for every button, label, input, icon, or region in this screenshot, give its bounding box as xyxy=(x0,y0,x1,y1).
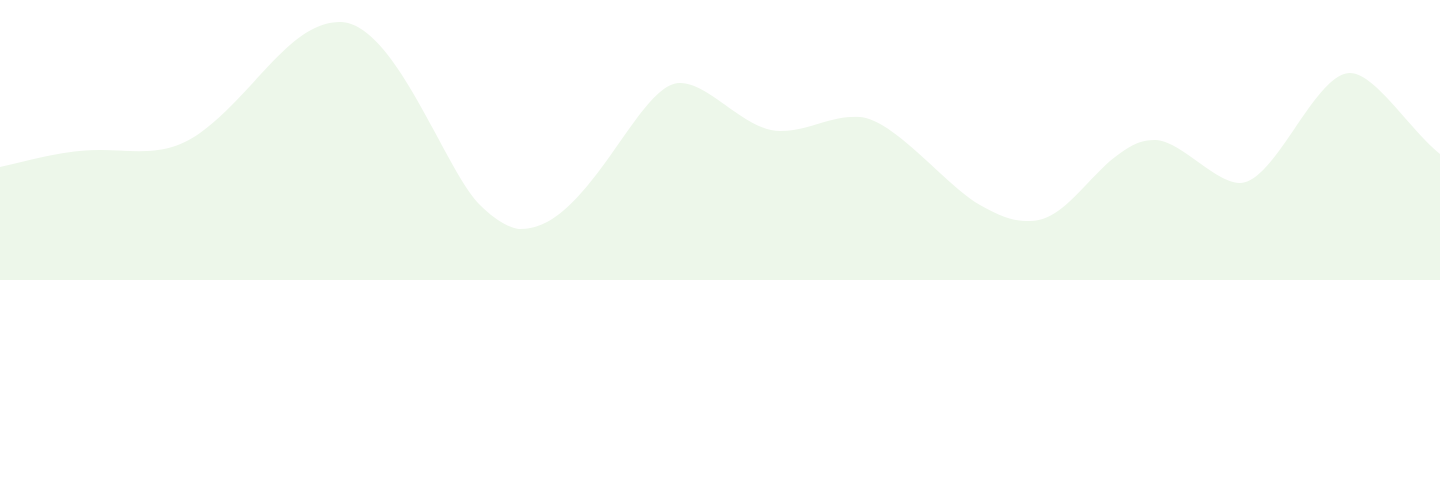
wave-shape xyxy=(0,22,1440,280)
decorative-wave-banner xyxy=(0,22,1440,280)
